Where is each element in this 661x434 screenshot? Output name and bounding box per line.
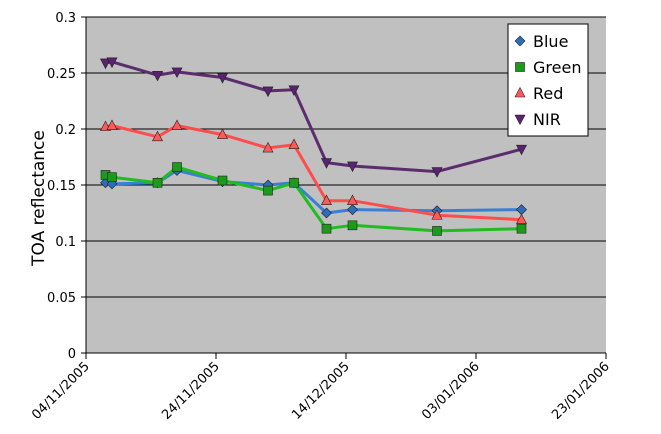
data-point-green — [172, 162, 182, 172]
y-tick-label: 0.2 — [55, 123, 76, 138]
legend-label: Red — [533, 84, 563, 103]
data-point-red — [217, 128, 228, 139]
legend-item-green: Green — [515, 58, 581, 77]
y-tick-label: 0.1 — [55, 235, 76, 250]
data-point-red — [347, 194, 358, 205]
data-point-red — [516, 213, 527, 225]
data-point-nir — [347, 161, 358, 173]
legend-marker-nir — [514, 114, 526, 126]
data-point-red — [171, 119, 183, 130]
data-point-green — [347, 220, 358, 231]
y-tick-label: 0.25 — [47, 67, 76, 82]
series-red — [100, 119, 527, 225]
data-point-nir — [262, 86, 274, 98]
x-tick-label: 24/11/2005 — [159, 359, 223, 423]
data-point-nir — [152, 70, 163, 82]
data-point-nir — [321, 158, 332, 169]
y-tick-label: 0 — [68, 347, 76, 362]
x-tick-label: 23/01/2006 — [549, 359, 613, 423]
data-point-red — [431, 209, 443, 220]
x-tick-label: 04/11/2005 — [29, 359, 93, 423]
legend-marker-green — [515, 62, 525, 72]
legend-label: Blue — [533, 32, 568, 51]
y-tick-label: 0.15 — [47, 179, 76, 194]
legend-item-blue: Blue — [514, 32, 568, 51]
legend-marker-red — [514, 86, 526, 98]
data-point-blue — [321, 207, 332, 219]
axes — [85, 17, 607, 359]
legend-item-red: Red — [514, 84, 563, 103]
data-point-nir — [516, 144, 527, 156]
data-point-red — [262, 141, 274, 153]
data-point-green — [152, 177, 163, 188]
data-point-red — [321, 194, 332, 205]
series-nir — [100, 57, 527, 178]
data-point-nir — [431, 167, 443, 178]
data-point-nir — [217, 73, 228, 84]
data-point-green — [263, 185, 273, 196]
x-tick-label: 14/12/2005 — [289, 359, 353, 423]
data-point-green — [516, 223, 527, 234]
data-point-green — [432, 226, 442, 236]
data-point-green — [217, 175, 228, 186]
y-axis-title: TOA reflectance — [29, 130, 49, 267]
legend-item-nir: NIR — [514, 110, 561, 129]
data-point-nir — [100, 58, 111, 70]
legend-marker-blue — [514, 35, 526, 47]
data-point-blue — [347, 204, 358, 216]
data-point-nir — [171, 67, 183, 79]
data-point-red — [288, 138, 300, 149]
legend-label: NIR — [533, 110, 561, 129]
series-layer — [100, 57, 527, 236]
data-point-red — [106, 119, 118, 130]
data-point-nir — [106, 57, 118, 68]
data-point-nir — [288, 85, 300, 96]
data-point-green — [289, 177, 299, 188]
y-tick-label: 0.3 — [55, 11, 76, 26]
legend-label: Green — [533, 58, 581, 77]
data-point-green — [321, 223, 332, 234]
data-point-green — [107, 172, 117, 182]
x-tick-label: 03/01/2006 — [419, 359, 483, 423]
series-green — [100, 162, 527, 236]
data-point-red — [152, 130, 163, 142]
y-tick-label: 0.05 — [47, 291, 76, 306]
legend: Blue Green Red NIR — [507, 23, 589, 137]
